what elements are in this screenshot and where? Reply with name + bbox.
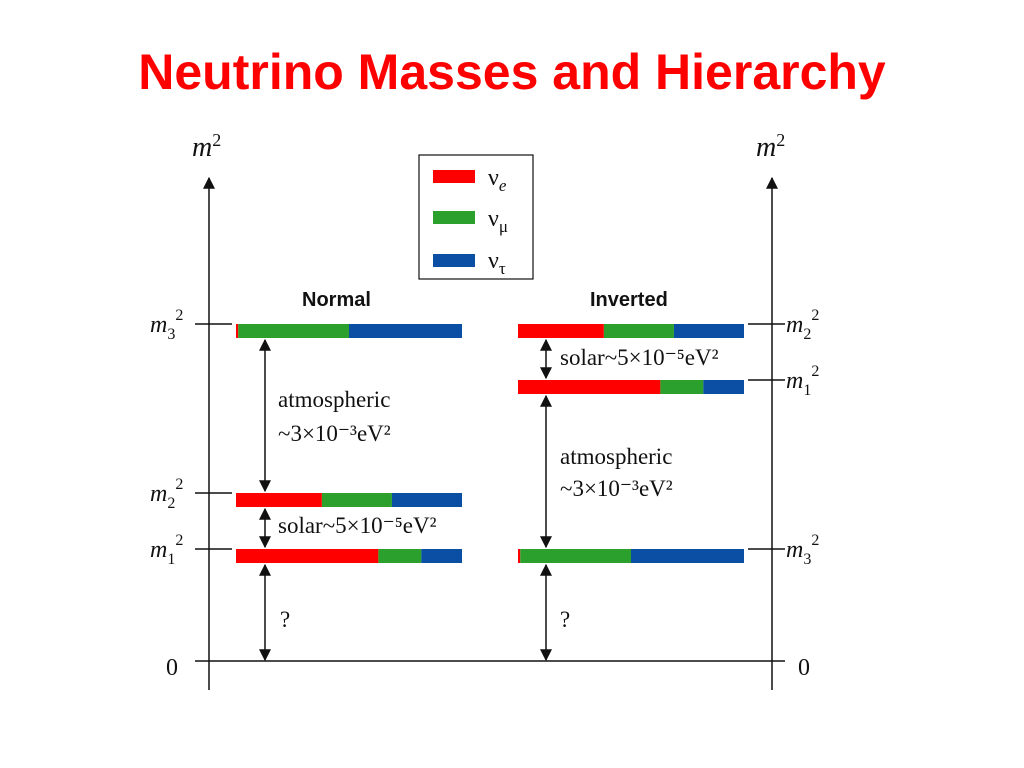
inverted-bar-m1 <box>518 380 744 394</box>
inverted-level-label-m3: m32 <box>786 532 819 568</box>
inverted-bar-m2-segment-nu-e <box>518 324 604 338</box>
inverted-bar-m3-segment-nu-tau <box>631 549 744 563</box>
normal-bar-m1-segment-nu-tau <box>421 549 462 563</box>
inverted-bar-m3 <box>518 549 744 563</box>
normal-bar-m2 <box>236 493 462 507</box>
legend-label-nu-mu: νμ <box>488 206 508 236</box>
normal-solar-label: solar~5×10⁻⁵eV² <box>278 513 437 538</box>
normal-bar-m1 <box>236 549 462 563</box>
legend-swatch-nu-e <box>433 170 475 183</box>
normal-bar-m2-segment-nu-e <box>236 493 322 507</box>
inverted-solar-label: solar~5×10⁻⁵eV² <box>560 345 719 370</box>
inverted-bar-m3-segment-nu-mu <box>520 549 631 563</box>
legend-label-nu-e: νe <box>488 165 507 195</box>
normal-bar-m1-segment-nu-e <box>236 549 379 563</box>
left-zero-label: 0 <box>166 655 178 681</box>
inverted-label: Inverted <box>590 289 668 311</box>
inverted-level-label-m2: m22 <box>786 307 819 343</box>
inverted-bar-m1-segment-nu-e <box>518 380 661 394</box>
inverted-bar-m2-segment-nu-mu <box>603 324 674 338</box>
normal-level-label-m3: m32 <box>150 307 183 343</box>
inverted-bar-m1-segment-nu-tau <box>703 380 744 394</box>
legend-swatch-nu-tau <box>433 254 475 267</box>
normal-bar-m1-segment-nu-mu <box>378 549 422 563</box>
normal-bar-m3 <box>236 324 462 338</box>
inverted-atmospheric-line2: ~3×10⁻³eV² <box>560 476 673 501</box>
inverted-unknown-label: ? <box>560 607 570 632</box>
inverted-atmospheric-line1: atmospheric <box>560 444 672 469</box>
legend-label-nu-tau: ντ <box>488 248 506 278</box>
normal-bar-m3-segment-nu-tau <box>349 324 462 338</box>
normal-bar-m2-segment-nu-tau <box>391 493 462 507</box>
normal-bar-m3-segment-nu-e <box>236 324 239 338</box>
right-axis-title: m2 <box>756 130 785 163</box>
normal-label: Normal <box>302 289 371 311</box>
normal-bar-m3-segment-nu-mu <box>238 324 349 338</box>
right-zero-label: 0 <box>798 655 810 681</box>
legend: νe νμ ντ <box>418 154 534 280</box>
inverted-level-label-m1: m12 <box>786 363 819 399</box>
normal-level-label-m1: m12 <box>150 532 183 568</box>
left-axis-title: m2 <box>192 130 221 163</box>
legend-swatch-nu-mu <box>433 211 475 224</box>
normal-atmospheric-line1: atmospheric <box>278 387 390 412</box>
normal-bar-m2-segment-nu-mu <box>321 493 392 507</box>
normal-unknown-label: ? <box>280 607 290 632</box>
inverted-bar-m1-segment-nu-mu <box>660 380 704 394</box>
normal-level-label-m2: m22 <box>150 476 183 512</box>
inverted-bar-m3-segment-nu-e <box>518 549 521 563</box>
inverted-bar-m2 <box>518 324 744 338</box>
slide-title: Neutrino Masses and Hierarchy <box>138 44 886 100</box>
inverted-bar-m2-segment-nu-tau <box>673 324 744 338</box>
normal-atmospheric-line2: ~3×10⁻³eV² <box>278 421 391 446</box>
